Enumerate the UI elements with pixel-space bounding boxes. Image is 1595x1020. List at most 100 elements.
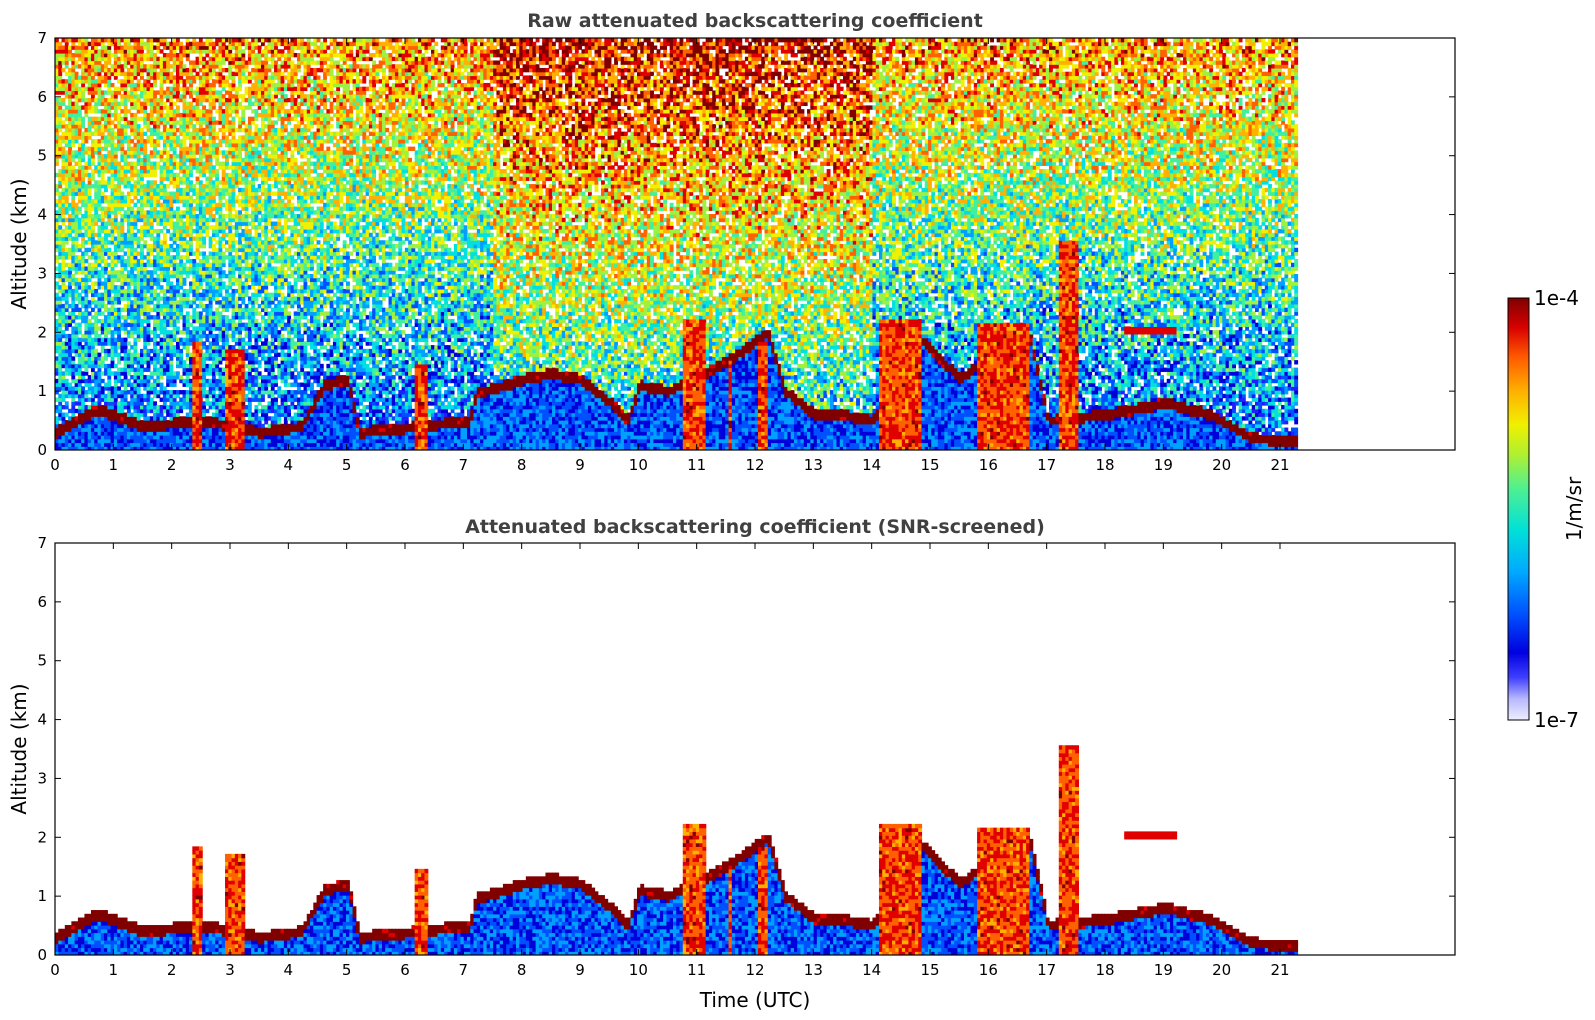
heatmap-cell	[100, 416, 105, 421]
heatmap-cell	[133, 154, 138, 159]
heatmap-cell	[146, 281, 151, 286]
heatmap-cell	[55, 229, 59, 234]
heatmap-cell	[97, 438, 102, 444]
heatmap-cell	[55, 431, 59, 436]
heatmap-cell	[90, 120, 95, 125]
heatmap-cell	[162, 221, 167, 226]
heatmap-cell	[113, 202, 118, 208]
heatmap-cell	[58, 311, 63, 316]
heatmap-cell	[218, 64, 223, 69]
heatmap-cell	[61, 67, 66, 73]
heatmap-cell	[153, 371, 157, 376]
heatmap-cell	[143, 150, 148, 155]
heatmap-cell	[195, 105, 200, 110]
heatmap-cell	[64, 225, 69, 230]
heatmap-cell	[84, 150, 89, 155]
heatmap-cell	[71, 112, 76, 118]
heatmap-cell	[84, 423, 89, 429]
heatmap-cell	[130, 307, 135, 313]
heatmap-cell	[61, 416, 66, 421]
heatmap-cell	[84, 337, 89, 342]
heatmap-cell	[130, 420, 135, 425]
heatmap-cell	[130, 288, 135, 294]
heatmap-cell	[117, 311, 121, 316]
heatmap-cell	[136, 288, 141, 294]
heatmap-cell	[87, 438, 92, 444]
heatmap-cell	[130, 281, 135, 286]
heatmap-cell	[84, 397, 89, 402]
heatmap-cell	[74, 393, 79, 399]
heatmap-cell	[159, 382, 164, 387]
heatmap-cell	[68, 236, 72, 241]
heatmap-cell	[94, 255, 99, 260]
heatmap-cell	[64, 296, 69, 301]
heatmap-cell	[156, 165, 161, 170]
heatmap-cell	[97, 371, 102, 376]
heatmap-cell	[123, 348, 128, 354]
heatmap-cell	[146, 416, 151, 421]
heatmap-cell	[90, 375, 95, 380]
heatmap-cell	[61, 438, 66, 444]
heatmap-cell	[130, 382, 135, 387]
heatmap-cell	[130, 199, 135, 204]
heatmap-cell	[107, 341, 112, 346]
heatmap-cell	[58, 109, 63, 114]
heatmap-cell	[55, 41, 59, 47]
heatmap-cell	[100, 356, 105, 361]
heatmap-cell	[71, 296, 76, 301]
heatmap-cell	[149, 165, 154, 170]
heatmap-cell	[87, 199, 92, 204]
heatmap-cell	[126, 423, 131, 429]
heatmap-cell	[140, 206, 144, 211]
heatmap-cell	[100, 124, 105, 129]
heatmap-cell	[153, 217, 157, 223]
heatmap-cell	[120, 97, 125, 103]
heatmap-cell	[58, 427, 63, 432]
heatmap-cell	[58, 202, 63, 208]
heatmap-cell	[100, 112, 105, 118]
heatmap-cell	[146, 405, 151, 410]
heatmap-cell	[123, 423, 128, 429]
heatmap-cell	[140, 41, 144, 47]
heatmap-cell	[97, 217, 102, 223]
heatmap-cell	[126, 408, 131, 414]
heatmap-cell	[97, 431, 102, 436]
heatmap-cell	[81, 217, 86, 223]
heatmap-cell	[123, 397, 128, 402]
heatmap-cell	[58, 288, 63, 294]
heatmap-cell	[120, 435, 125, 440]
heatmap-cell	[81, 251, 86, 256]
heatmap-cell	[84, 191, 89, 196]
heatmap-cell	[110, 71, 115, 77]
heatmap-cell	[162, 67, 167, 73]
heatmap-cell	[100, 157, 105, 163]
heatmap-cell	[156, 56, 161, 62]
heatmap-cell	[81, 94, 86, 99]
heatmap-cell	[74, 202, 79, 208]
heatmap-cell	[146, 52, 151, 58]
heatmap-cell	[94, 240, 99, 245]
heatmap-cell	[110, 288, 115, 294]
heatmap-cell	[123, 318, 128, 324]
heatmap-cell	[218, 360, 223, 365]
heatmap-cell	[120, 191, 125, 196]
heatmap-cell	[146, 232, 151, 238]
heatmap-cell	[94, 71, 99, 77]
heatmap-cell	[61, 191, 66, 196]
heatmap-cell	[87, 348, 92, 354]
heatmap-cell	[153, 416, 157, 421]
heatmap-cell	[149, 285, 154, 290]
heatmap-cell	[130, 105, 135, 110]
heatmap-cell	[126, 251, 131, 256]
heatmap-cell	[90, 307, 95, 313]
heatmap-cell	[61, 318, 66, 324]
heatmap-cell	[146, 180, 151, 185]
heatmap-cell	[218, 266, 223, 271]
heatmap-cell	[133, 124, 138, 129]
heatmap-cell	[162, 397, 167, 402]
heatmap-cell	[97, 142, 102, 148]
heatmap-cell	[130, 277, 135, 283]
heatmap-cell	[120, 273, 125, 279]
heatmap-cell	[120, 199, 125, 204]
heatmap-cell	[146, 315, 151, 320]
